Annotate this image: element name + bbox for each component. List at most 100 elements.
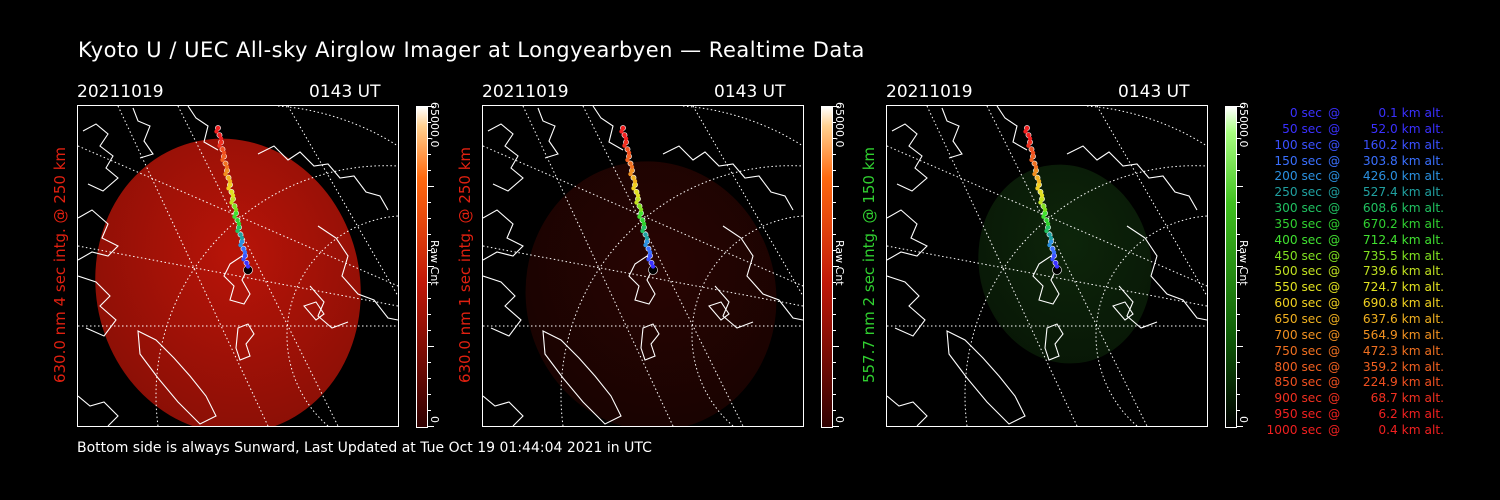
- legend-at: @: [1328, 422, 1341, 437]
- colorbar-tick: [428, 138, 431, 139]
- allsky-map-svg: [483, 106, 803, 426]
- footer-note: Bottom side is always Sunward, Last Upda…: [77, 440, 652, 456]
- geographic-grid: [887, 106, 1207, 426]
- trajectory-point: [214, 129, 219, 134]
- legend-time: 900 sec: [1274, 391, 1322, 406]
- colorbar-tick: [833, 122, 836, 123]
- legend-time: 600 sec: [1274, 296, 1322, 311]
- colorbar-unit-label: Raw Cnt: [428, 240, 441, 286]
- colorbar-tick: [1237, 378, 1240, 379]
- trajectory-point: [637, 214, 642, 219]
- trajectory-point: [647, 250, 653, 255]
- trajectory-point: [1032, 171, 1037, 177]
- trajectory-point: [241, 257, 246, 262]
- colorbar-tick: [833, 410, 836, 411]
- imager-panel-630nm-1s: 20211019 0143 UT 630.0 nm 1 sec intg. @ …: [456, 80, 892, 440]
- trajectory-point: [629, 164, 635, 170]
- legend-altitude: 160.2 km alt.: [1362, 137, 1444, 152]
- allsky-map-svg: [78, 106, 398, 426]
- trajectory-point: [1044, 228, 1049, 234]
- colorbar-tick: [428, 170, 431, 171]
- trajectory-point: [644, 235, 650, 241]
- colorbar-tick: [1237, 266, 1243, 267]
- colorbar-tick: [833, 314, 836, 315]
- coastline: [887, 106, 1207, 426]
- colorbar-tick: [833, 298, 836, 299]
- rocket-trajectory: [1023, 125, 1062, 275]
- allsky-image: [482, 105, 804, 427]
- trajectory-point: [227, 179, 233, 184]
- colorbar-min-label: 0: [1237, 416, 1250, 423]
- colorbar-max-label: 65000.0: [1237, 102, 1250, 148]
- colorbar-tick: [428, 266, 434, 267]
- legend-time: 550 sec: [1274, 280, 1322, 295]
- legend-row: 100 sec @160.2 km alt.: [1262, 138, 1444, 154]
- colorbar-tick: [833, 362, 836, 363]
- imager-panel-557nm-2s: 20211019 0143 UT 557.7 nm 2 sec intg. @ …: [860, 80, 1296, 440]
- legend-altitude: 690.8 km alt.: [1362, 296, 1444, 311]
- legend-at: @: [1328, 185, 1341, 200]
- legend-altitude: 637.6 km alt.: [1362, 311, 1444, 326]
- colorbar-tick: [428, 394, 431, 395]
- legend-time: 150 sec: [1274, 153, 1322, 168]
- trajectory-point: [236, 221, 242, 226]
- colorbar-ticks: [428, 106, 434, 427]
- colorbar-ticks: [1237, 106, 1243, 427]
- trajectory-point: [1050, 257, 1055, 262]
- trajectory-point: [1029, 157, 1034, 163]
- trajectory-point: [641, 221, 647, 226]
- colorbar-tick: [1237, 122, 1240, 123]
- trajectory-point: [245, 264, 251, 269]
- colorbar-min-label: 0: [833, 416, 846, 423]
- legend-row: 850 sec @224.9 km alt.: [1262, 375, 1444, 391]
- wavelength-label: 557.7 nm 2 sec intg. @ 150 km: [860, 146, 878, 384]
- legend-altitude: 303.8 km alt.: [1362, 153, 1444, 168]
- legend-row: 600 sec @690.8 km alt.: [1262, 296, 1444, 312]
- trajectory-point: [634, 200, 639, 205]
- colorbar-min-label: 0: [428, 416, 441, 423]
- trajectory-point: [230, 193, 236, 198]
- legend-at: @: [1328, 264, 1341, 279]
- colorbar-tick: [1237, 346, 1243, 347]
- legend-time: 500 sec: [1274, 264, 1322, 279]
- colorbar: [1225, 106, 1237, 428]
- colorbar-tick: [1237, 202, 1240, 203]
- trajectory-point: [640, 228, 645, 234]
- legend-time: 200 sec: [1274, 169, 1322, 184]
- colorbar-tick: [833, 202, 836, 203]
- trajectory-point: [221, 150, 227, 155]
- colorbar-tick: [833, 346, 839, 347]
- colorbar-tick: [1237, 218, 1240, 219]
- trajectory-point: [223, 171, 228, 177]
- colorbar-tick: [833, 234, 836, 235]
- colorbar-tick: [428, 330, 431, 331]
- legend-altitude: 224.9 km alt.: [1362, 375, 1444, 390]
- colorbar-tick: [428, 378, 431, 379]
- colorbar-tick: [428, 154, 431, 155]
- legend-time: 750 sec: [1274, 343, 1322, 358]
- colorbar-tick: [428, 250, 431, 251]
- trajectory-point: [628, 171, 633, 177]
- trajectory-point: [1030, 150, 1036, 155]
- trajectory-point: [1039, 193, 1045, 198]
- trajectory-point: [242, 250, 248, 255]
- trajectory-point: [622, 143, 627, 148]
- legend-time: 350 sec: [1274, 216, 1322, 231]
- allsky-map-svg: [887, 106, 1207, 426]
- colorbar-tick: [1237, 106, 1243, 107]
- legend-time: 950 sec: [1274, 407, 1322, 422]
- panel-time: 0143 UT: [309, 82, 381, 102]
- colorbar-tick: [428, 426, 434, 427]
- legend-time: 650 sec: [1274, 311, 1322, 326]
- legend-at: @: [1328, 311, 1341, 326]
- page-title: Kyoto U / UEC All-sky Airglow Imager at …: [78, 38, 865, 62]
- trajectory-point: [1026, 143, 1031, 148]
- rocket-trajectory: [619, 125, 658, 275]
- legend-altitude: 564.9 km alt.: [1362, 327, 1444, 342]
- colorbar-tick: [428, 202, 431, 203]
- legend-row: 500 sec @739.6 km alt.: [1262, 264, 1444, 280]
- allsky-image: [886, 105, 1208, 427]
- trajectory-point: [626, 150, 632, 155]
- legend-row: 700 sec @564.9 km alt.: [1262, 328, 1444, 344]
- colorbar-tick: [428, 362, 431, 363]
